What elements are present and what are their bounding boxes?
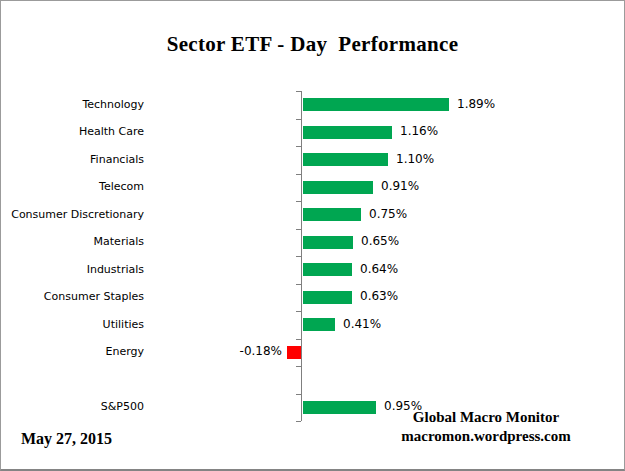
bar xyxy=(303,236,353,249)
category-label: Technology xyxy=(1,98,144,111)
bar xyxy=(287,346,301,359)
footer-date: May 27, 2015 xyxy=(21,430,112,448)
chart-frame: Sector ETF - Day Performance Technology 1… xyxy=(0,0,625,471)
axis-tick xyxy=(296,146,301,147)
axis-tick xyxy=(296,91,301,92)
chart-title: Sector ETF - Day Performance xyxy=(1,32,624,57)
category-label: Consumer Discretionary xyxy=(1,208,144,221)
axis-tick xyxy=(296,119,301,120)
axis-tick xyxy=(296,229,301,230)
bar xyxy=(303,98,449,111)
category-label: Telecom xyxy=(1,180,144,193)
value-label: 1.16% xyxy=(400,124,438,138)
axis-tick xyxy=(296,394,301,395)
bar xyxy=(303,401,376,414)
value-label: 1.89% xyxy=(457,97,495,111)
bar xyxy=(303,263,352,276)
category-label: Financials xyxy=(1,153,144,166)
value-label: 1.10% xyxy=(396,152,434,166)
bar xyxy=(303,181,373,194)
value-label: 0.91% xyxy=(381,179,419,193)
axis-tick xyxy=(296,339,301,340)
category-axis-line xyxy=(301,91,302,421)
axis-tick xyxy=(296,284,301,285)
footer-source: Global Macro Monitor macromon.wordpress.… xyxy=(386,408,586,446)
value-label: -0.18% xyxy=(212,344,282,358)
category-label: Industrials xyxy=(1,263,144,276)
footer-source-url: macromon.wordpress.com xyxy=(386,427,586,446)
bar xyxy=(303,318,335,331)
bar xyxy=(303,153,388,166)
axis-tick xyxy=(296,174,301,175)
category-label: Consumer Staples xyxy=(1,290,144,303)
value-label: 0.65% xyxy=(361,234,399,248)
axis-tick xyxy=(296,366,301,367)
category-label: Materials xyxy=(1,235,144,248)
axis-tick xyxy=(296,421,301,422)
axis-tick xyxy=(296,201,301,202)
footer-source-name: Global Macro Monitor xyxy=(386,408,586,427)
bar xyxy=(303,126,392,139)
bar xyxy=(303,291,352,304)
value-label: 0.75% xyxy=(369,207,407,221)
category-label: Health Care xyxy=(1,125,144,138)
axis-tick xyxy=(296,256,301,257)
category-label: Utilities xyxy=(1,318,144,331)
bar xyxy=(303,208,361,221)
category-label: S&P500 xyxy=(1,400,144,413)
value-label: 0.63% xyxy=(360,289,398,303)
value-label: 0.41% xyxy=(343,317,381,331)
axis-tick xyxy=(296,311,301,312)
category-label: Energy xyxy=(1,345,144,358)
value-label: 0.64% xyxy=(360,262,398,276)
